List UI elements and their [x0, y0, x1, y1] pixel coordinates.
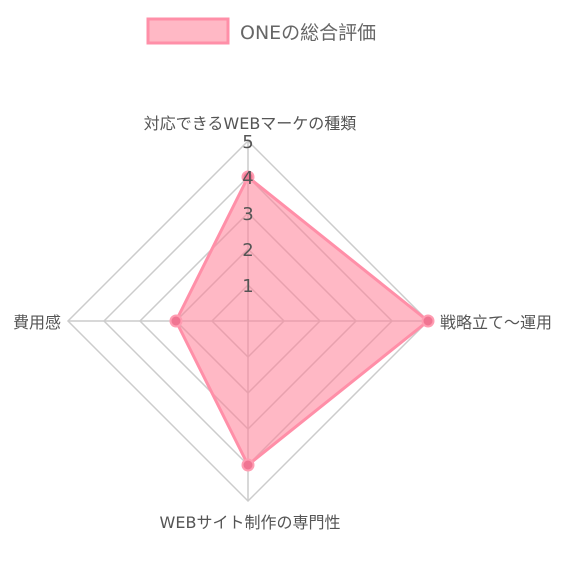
legend-label: ONEの総合評価	[240, 22, 376, 44]
data-point-3	[169, 314, 183, 328]
axis-labels: 対応できるWEBマーケの種類 戦略立て〜運用 WEBサイト制作の専門性 費用感	[13, 114, 552, 532]
legend: ONEの総合評価	[146, 17, 376, 45]
tick-label-4: 4	[242, 168, 253, 189]
tick-label-5: 5	[242, 132, 253, 153]
tick-labels: 1 2 3 4 5	[242, 132, 253, 297]
axis-label-left: 費用感	[13, 313, 61, 332]
axis-label-right: 戦略立て〜運用	[440, 313, 552, 332]
tick-label-2: 2	[242, 240, 253, 261]
axis-label-bottom: WEBサイト制作の専門性	[160, 513, 341, 532]
data-point-1	[421, 314, 435, 328]
axis-label-top: 対応できるWEBマーケの種類	[144, 114, 357, 133]
series-area-0	[174, 175, 430, 467]
series-layer	[169, 170, 435, 472]
tick-label-1: 1	[242, 276, 253, 297]
tick-label-3: 3	[242, 204, 253, 225]
data-point-0	[241, 170, 255, 184]
legend-swatch	[146, 17, 230, 45]
data-point-2	[241, 458, 255, 472]
